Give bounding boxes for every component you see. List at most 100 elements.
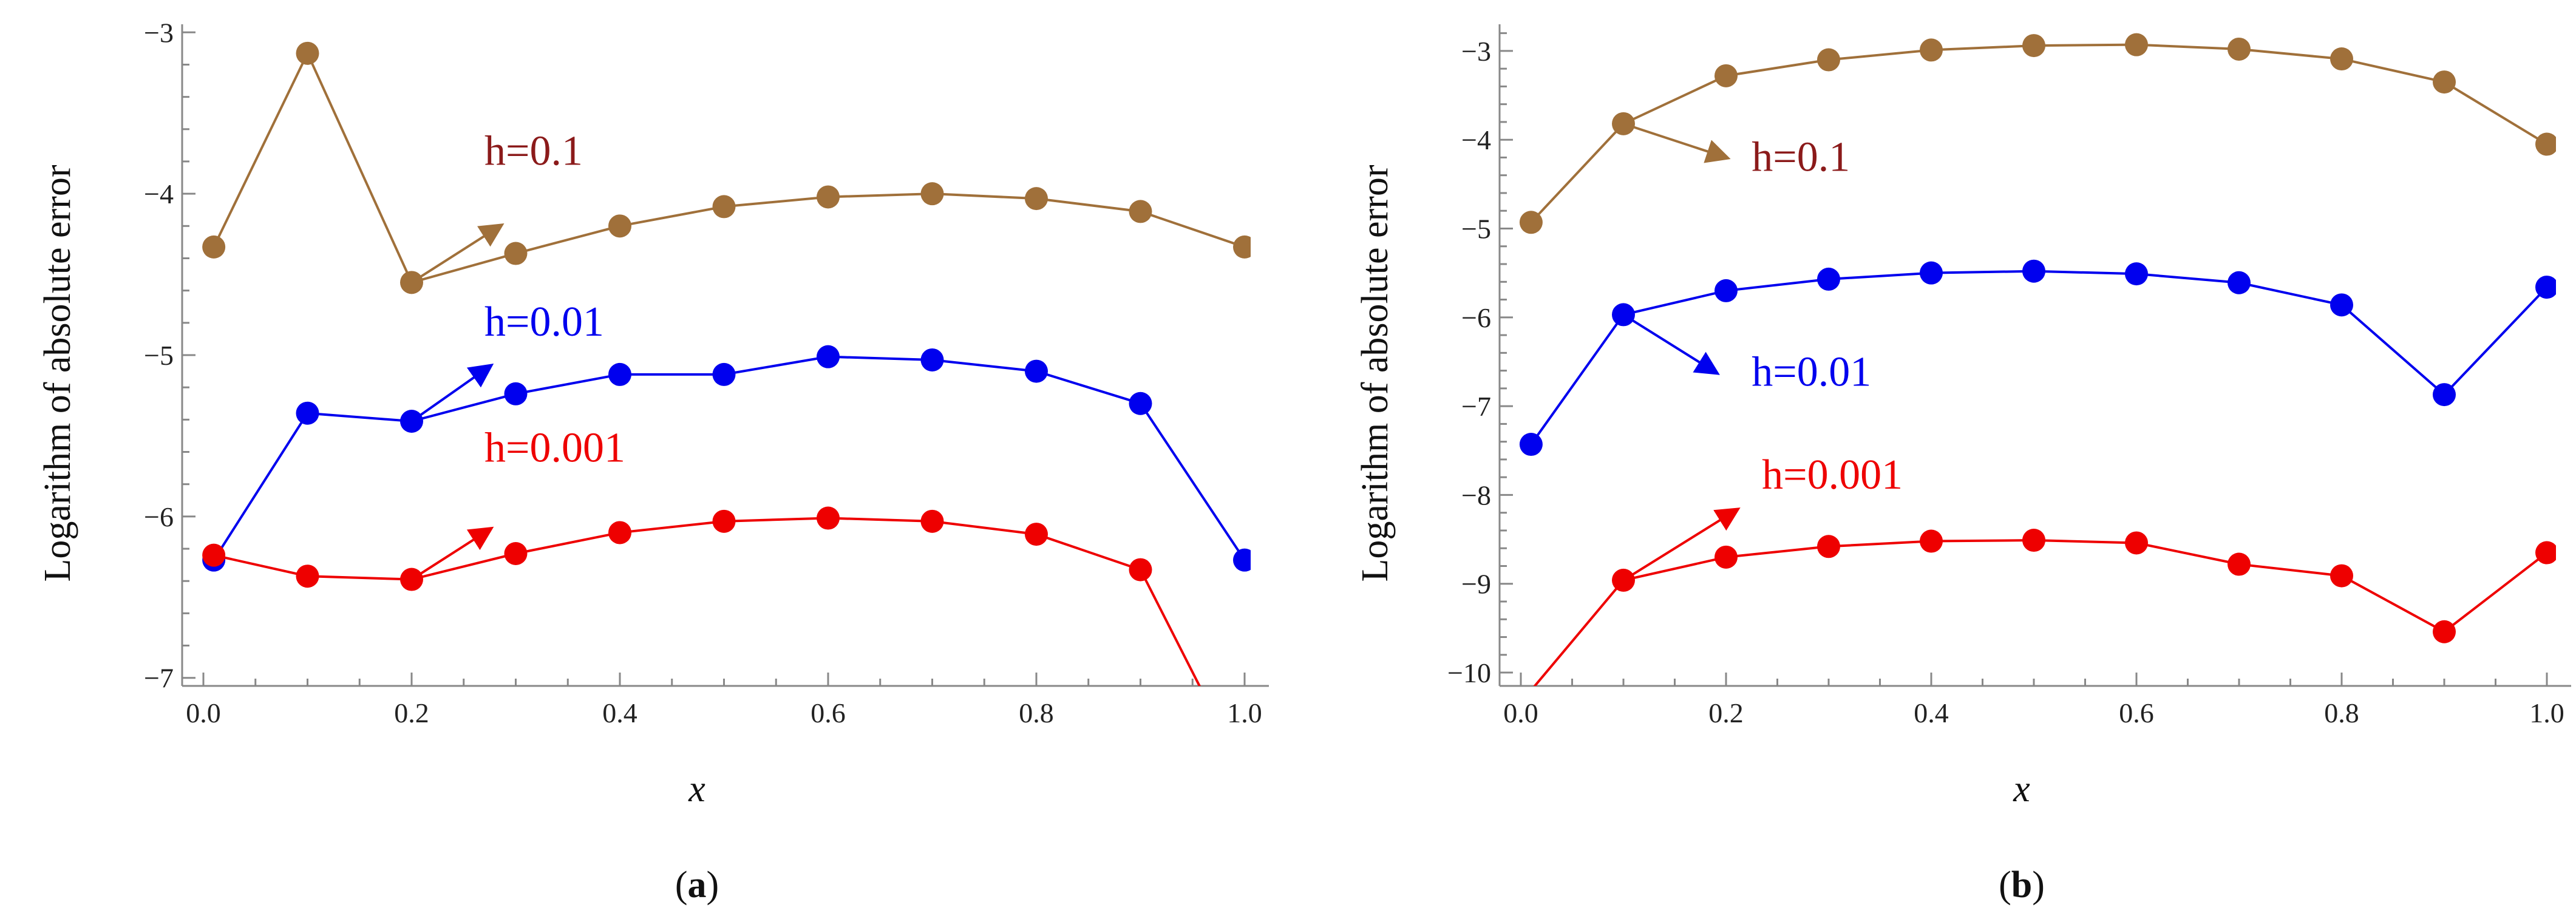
y-tick-label-b: −3 bbox=[1461, 36, 1491, 67]
annotation-label-h=0.1: h=0.1 bbox=[484, 127, 583, 174]
data-point-h=0.01 bbox=[2228, 271, 2251, 294]
data-point-h=0.001 bbox=[2330, 564, 2353, 588]
data-point-h=0.1 bbox=[2022, 34, 2045, 58]
data-point-h=0.1 bbox=[202, 235, 226, 259]
data-point-h=0.001 bbox=[1920, 529, 1943, 553]
x-tick-label-b: 0.0 bbox=[1503, 697, 1538, 728]
data-point-h=0.1 bbox=[400, 271, 423, 294]
data-point-h=0.1 bbox=[1715, 64, 1738, 87]
data-point-h=0.1 bbox=[1129, 200, 1152, 223]
annotation-label-h=0.001: h=0.001 bbox=[484, 424, 625, 471]
data-point-h=0.1 bbox=[1920, 38, 1943, 62]
x-tick-label-a: 0.4 bbox=[602, 697, 637, 728]
data-point-h=0.01 bbox=[2535, 276, 2556, 299]
data-point-h=0.001 bbox=[400, 568, 423, 591]
series-line-h=0.001 bbox=[1533, 539, 2548, 686]
y-tick-label-b: −4 bbox=[1461, 124, 1491, 155]
y-tick-label-a: −7 bbox=[144, 663, 174, 694]
data-point-h=0.1 bbox=[2330, 47, 2353, 71]
annotation-arrow-h=0.01 bbox=[410, 364, 494, 422]
x-tick-label-b: 0.8 bbox=[2324, 697, 2359, 728]
series-line-h=0.1 bbox=[212, 50, 1245, 284]
data-point-h=0.001 bbox=[202, 543, 226, 567]
data-point-h=0.1 bbox=[1233, 235, 1251, 259]
data-point-h=0.1 bbox=[608, 214, 631, 238]
data-point-h=0.01 bbox=[2022, 259, 2045, 283]
data-point-h=0.01 bbox=[400, 410, 423, 433]
series-line-h=0.001 bbox=[213, 517, 1201, 686]
series-group-b bbox=[1519, 33, 2556, 686]
y-tick-label-b: −5 bbox=[1461, 214, 1491, 245]
x-axis-label-a: x bbox=[688, 768, 705, 810]
data-point-h=0.01 bbox=[1233, 548, 1251, 572]
data-point-h=0.001 bbox=[2022, 529, 2045, 552]
data-point-h=0.01 bbox=[1025, 359, 1048, 383]
annotation-label-h=0.1: h=0.1 bbox=[1752, 134, 1850, 180]
chart-panel-a: 0.0 0.2 0.4 0.6 0.8 1.0 −3 −4 −5 −6 −7 h=0.1 h=0.01… bbox=[37, 17, 1269, 906]
axis-group-a: 0.0 0.2 0.4 0.6 0.8 1.0 −3 −4 −5 −6 −7 bbox=[144, 17, 1269, 728]
data-point-h=0.01 bbox=[1817, 267, 1840, 291]
data-point-h=0.01 bbox=[504, 382, 528, 405]
data-point-h=0.1 bbox=[1025, 187, 1048, 211]
y-tick-label-b: −7 bbox=[1461, 391, 1491, 422]
data-point-h=0.001 bbox=[608, 521, 631, 544]
data-point-h=0.001 bbox=[1025, 523, 1048, 546]
data-point-h=0.001 bbox=[1129, 558, 1152, 582]
x-tick-label-a: 0.8 bbox=[1019, 697, 1054, 728]
data-point-h=0.01 bbox=[2125, 262, 2148, 286]
y-axis-label-a: Logarithm of absolute error bbox=[37, 164, 78, 582]
x-tick-label-a: 0.6 bbox=[811, 697, 846, 728]
panel-label-a: (a) bbox=[675, 864, 719, 906]
panel-label-b: (b) bbox=[1999, 864, 2045, 906]
annotations-group-a: h=0.1 h=0.01 h=0.001 bbox=[410, 127, 625, 581]
data-point-h=0.01 bbox=[712, 362, 736, 386]
series-group-a bbox=[202, 41, 1251, 686]
data-point-h=0.1 bbox=[1519, 211, 1543, 234]
data-point-h=0.1 bbox=[2125, 33, 2148, 56]
data-point-h=0.1 bbox=[1817, 48, 1840, 72]
annotations-group-b: h=0.1 h=0.01 h=0.001 bbox=[1622, 122, 1903, 582]
data-point-h=0.001 bbox=[1817, 535, 1840, 558]
annotation-label-h=0.01: h=0.01 bbox=[484, 299, 604, 345]
data-point-h=0.1 bbox=[2535, 132, 2556, 156]
x-tick-label-a: 0.0 bbox=[186, 697, 221, 728]
data-point-h=0.01 bbox=[2330, 293, 2353, 317]
annotation-label-h=0.001: h=0.001 bbox=[1762, 452, 1903, 498]
y-tick-label-a: −5 bbox=[144, 340, 174, 371]
x-axis-label-b: x bbox=[2013, 768, 2030, 810]
series-line-h=0.1 bbox=[1530, 43, 2548, 223]
data-point-h=0.01 bbox=[920, 348, 944, 371]
data-point-h=0.1 bbox=[504, 242, 528, 265]
data-point-h=0.001 bbox=[1612, 568, 1635, 592]
data-point-h=0.1 bbox=[2228, 37, 2251, 61]
x-tick-label-b: 0.6 bbox=[2119, 697, 2154, 728]
data-point-h=0.001 bbox=[2433, 620, 2456, 643]
y-tick-label-b: −10 bbox=[1447, 657, 1491, 688]
annotation-arrow-h=0.001 bbox=[410, 526, 494, 581]
data-point-h=0.1 bbox=[817, 185, 840, 209]
data-point-h=0.01 bbox=[1715, 279, 1738, 302]
data-point-h=0.001 bbox=[2125, 531, 2148, 555]
data-point-h=0.1 bbox=[2433, 70, 2456, 94]
axis-group-b: 0.0 0.2 0.4 0.6 0.8 1.0 −3 −4 −5 −6 −7 −8 −9 −10 bbox=[1447, 24, 2571, 728]
series-line-h=0.01 bbox=[1530, 270, 2548, 446]
y-axis-label-b: Logarithm of absolute error bbox=[1354, 164, 1396, 582]
data-point-h=0.01 bbox=[1612, 303, 1635, 327]
data-point-h=0.1 bbox=[712, 195, 736, 219]
annotation-arrow-h=0.1 bbox=[1623, 122, 1731, 163]
y-tick-label-a: −3 bbox=[144, 17, 174, 48]
data-point-h=0.001 bbox=[504, 542, 528, 565]
data-point-h=0.01 bbox=[608, 362, 631, 386]
annotation-arrow-h=0.001 bbox=[1622, 507, 1741, 582]
chart-panel-b: 0.0 0.2 0.4 0.6 0.8 1.0 −3 −4 −5 −6 −7 −8 −9 −10 h=0.… bbox=[1354, 24, 2571, 906]
data-point-h=0.01 bbox=[2433, 383, 2456, 407]
x-tick-label-b: 0.2 bbox=[1708, 697, 1744, 728]
annotation-arrow-h=0.1 bbox=[410, 223, 505, 284]
x-tick-label-b: 0.4 bbox=[1914, 697, 1949, 728]
data-point-h=0.01 bbox=[296, 401, 319, 425]
annotation-arrow-h=0.01 bbox=[1622, 313, 1720, 375]
x-tick-label-a: 1.0 bbox=[1227, 697, 1262, 728]
data-point-h=0.001 bbox=[296, 565, 319, 588]
data-point-h=0.01 bbox=[817, 345, 840, 368]
